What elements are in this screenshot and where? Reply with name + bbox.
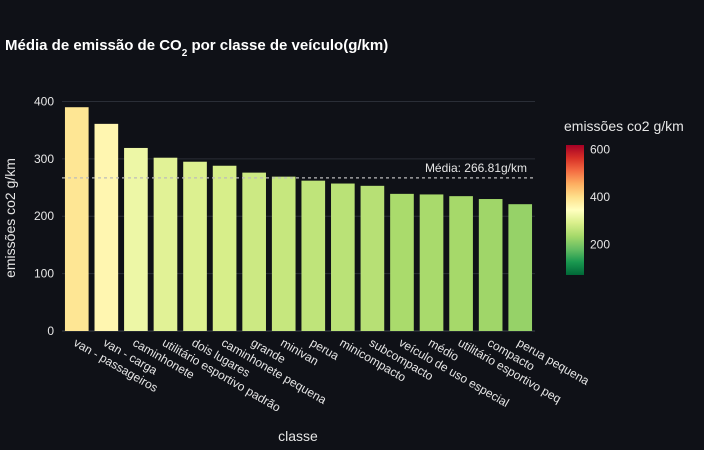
bar (301, 180, 326, 331)
y-tick-label: 300 (34, 152, 54, 166)
y-tick-label: 200 (34, 209, 54, 223)
bar (64, 107, 89, 331)
chart-title: Média de emissão de CO2 por classe de ve… (5, 37, 388, 59)
colorbar-title: emissões co2 g/km (564, 118, 684, 134)
y-tick-label: 100 (34, 267, 54, 281)
bar (183, 161, 207, 331)
x-axis-title: classe (278, 428, 318, 444)
bar (508, 204, 533, 331)
bar (478, 199, 503, 331)
average-label: Média: 266.81g/km (425, 161, 527, 175)
y-axis-title: emissões co2 g/km (2, 158, 18, 278)
bar (271, 176, 296, 331)
bar (419, 194, 444, 331)
colorbar-tick-label: 600 (590, 143, 610, 157)
bar (242, 172, 266, 331)
colorbar-tick-label: 200 (590, 237, 610, 251)
bar (449, 196, 473, 331)
bar (94, 123, 119, 331)
bar (153, 157, 178, 331)
bars (64, 107, 533, 331)
bar (360, 185, 385, 331)
colorbar-tick-label: 400 (590, 190, 610, 204)
y-tick-labels: 0 100 200 300 400 (34, 94, 54, 338)
bar (212, 165, 237, 331)
bar (124, 147, 148, 331)
colorbar (566, 145, 584, 275)
y-tick-label: 0 (47, 324, 54, 338)
bar (331, 183, 355, 331)
bar (390, 193, 414, 331)
colorbar-tick-labels: 200 400 600 (590, 143, 610, 252)
y-tick-label: 400 (34, 94, 54, 108)
